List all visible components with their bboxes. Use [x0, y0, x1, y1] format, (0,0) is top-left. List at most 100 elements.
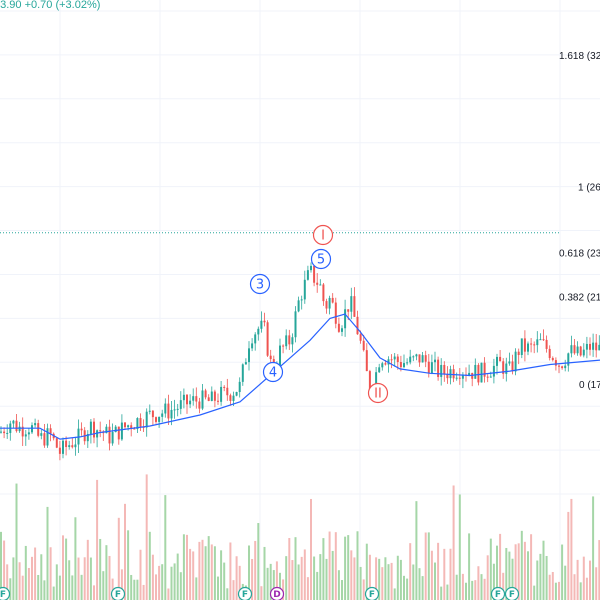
volume-bar — [136, 579, 139, 600]
candle-body — [350, 296, 353, 312]
candle-body — [443, 364, 446, 375]
volume-bar — [316, 571, 319, 600]
volume-bar — [182, 534, 185, 600]
volume-bar — [15, 483, 18, 600]
volume-bar — [105, 545, 108, 600]
volume-bar — [368, 554, 371, 600]
volume-bar — [297, 564, 300, 600]
volume-bar — [192, 551, 195, 600]
volume-bar — [55, 564, 58, 600]
volume-bar — [58, 575, 61, 600]
candle-body — [505, 363, 508, 374]
volume-bar — [313, 556, 316, 600]
elliott-wave-circle[interactable] — [262, 361, 284, 383]
volume-bar — [496, 545, 498, 600]
event-marker-label: F — [495, 590, 501, 600]
volume-bar — [71, 575, 74, 600]
candle-body — [368, 371, 371, 396]
volume-bar — [409, 543, 412, 600]
event-marker-label: F — [0, 590, 6, 600]
earnings-marker[interactable] — [490, 586, 506, 600]
candle-body — [542, 339, 545, 341]
candle-body — [353, 296, 356, 317]
earnings-marker[interactable] — [364, 586, 380, 600]
elliott-wave-circle[interactable] — [249, 273, 271, 295]
event-marker-label: F — [242, 590, 248, 600]
candle-body — [6, 432, 9, 434]
earnings-marker[interactable] — [110, 586, 126, 600]
candle-body — [43, 433, 46, 446]
volume-bar — [390, 562, 393, 600]
candle-body — [561, 366, 564, 369]
volume-bar — [533, 585, 536, 600]
candle-body — [294, 311, 297, 338]
volume-bar — [210, 544, 213, 600]
volume-bar — [133, 579, 136, 600]
volume-bar — [145, 474, 148, 600]
candle-body — [179, 400, 182, 409]
volume-bar — [0, 531, 2, 600]
candle-body — [3, 431, 6, 434]
volume-bar — [279, 572, 281, 600]
candle-body — [86, 434, 89, 442]
volume-bar — [93, 585, 95, 600]
elliott-wave-label: 5 — [317, 253, 325, 268]
candle-body — [489, 376, 492, 378]
volume-bar — [291, 560, 294, 600]
volume-bar — [474, 580, 477, 600]
candle-body — [452, 369, 455, 379]
earnings-marker[interactable] — [237, 586, 253, 600]
candle-body — [213, 391, 216, 401]
candle-body — [427, 361, 430, 374]
volume-bar — [403, 575, 405, 600]
candle-body — [396, 356, 399, 363]
volume-bar — [554, 582, 557, 600]
candle-body — [291, 337, 294, 345]
volume-bar — [514, 544, 517, 600]
volume-bar — [251, 558, 254, 600]
candle-body — [592, 342, 595, 350]
volume-bar — [325, 558, 328, 600]
volume-bar — [452, 485, 455, 600]
candle-body — [37, 423, 40, 436]
candle-body — [133, 428, 136, 430]
elliott-wave-circle[interactable] — [312, 224, 334, 246]
candle-body — [567, 353, 570, 366]
candle-body — [55, 438, 58, 448]
candle-body — [573, 345, 576, 354]
earnings-marker[interactable] — [0, 586, 11, 600]
candle-body — [300, 299, 303, 301]
volume-bar — [434, 562, 436, 600]
candle-body — [496, 356, 498, 366]
volume-bar — [40, 554, 43, 600]
volume-bar — [37, 574, 40, 600]
volume-bar — [49, 547, 52, 600]
volume-bar — [523, 541, 526, 600]
volume-bar — [142, 584, 145, 600]
volume-bar — [294, 537, 297, 600]
candle-body — [585, 343, 588, 350]
candle-body — [235, 392, 238, 396]
volume-bar — [551, 571, 554, 600]
candle-body — [260, 320, 263, 329]
elliott-wave-circle[interactable] — [367, 382, 389, 404]
volume-bar — [235, 556, 238, 600]
volume-bar — [471, 580, 474, 600]
dividend-marker[interactable] — [269, 586, 285, 600]
candle-body — [217, 400, 219, 402]
elliott-wave-circle[interactable] — [310, 248, 332, 270]
volume-bar — [176, 553, 179, 600]
candle-body — [508, 361, 511, 364]
earnings-marker[interactable] — [504, 586, 520, 600]
volume-bar — [558, 581, 560, 600]
volume-bar — [387, 564, 390, 600]
volume-bar — [117, 517, 120, 600]
volume-bar — [458, 494, 461, 600]
volume-bar — [18, 562, 21, 600]
candle-body — [40, 433, 43, 436]
fib-level-label: 0 (17 — [579, 380, 600, 391]
candle-body — [362, 340, 365, 351]
volume-bar — [306, 577, 309, 600]
